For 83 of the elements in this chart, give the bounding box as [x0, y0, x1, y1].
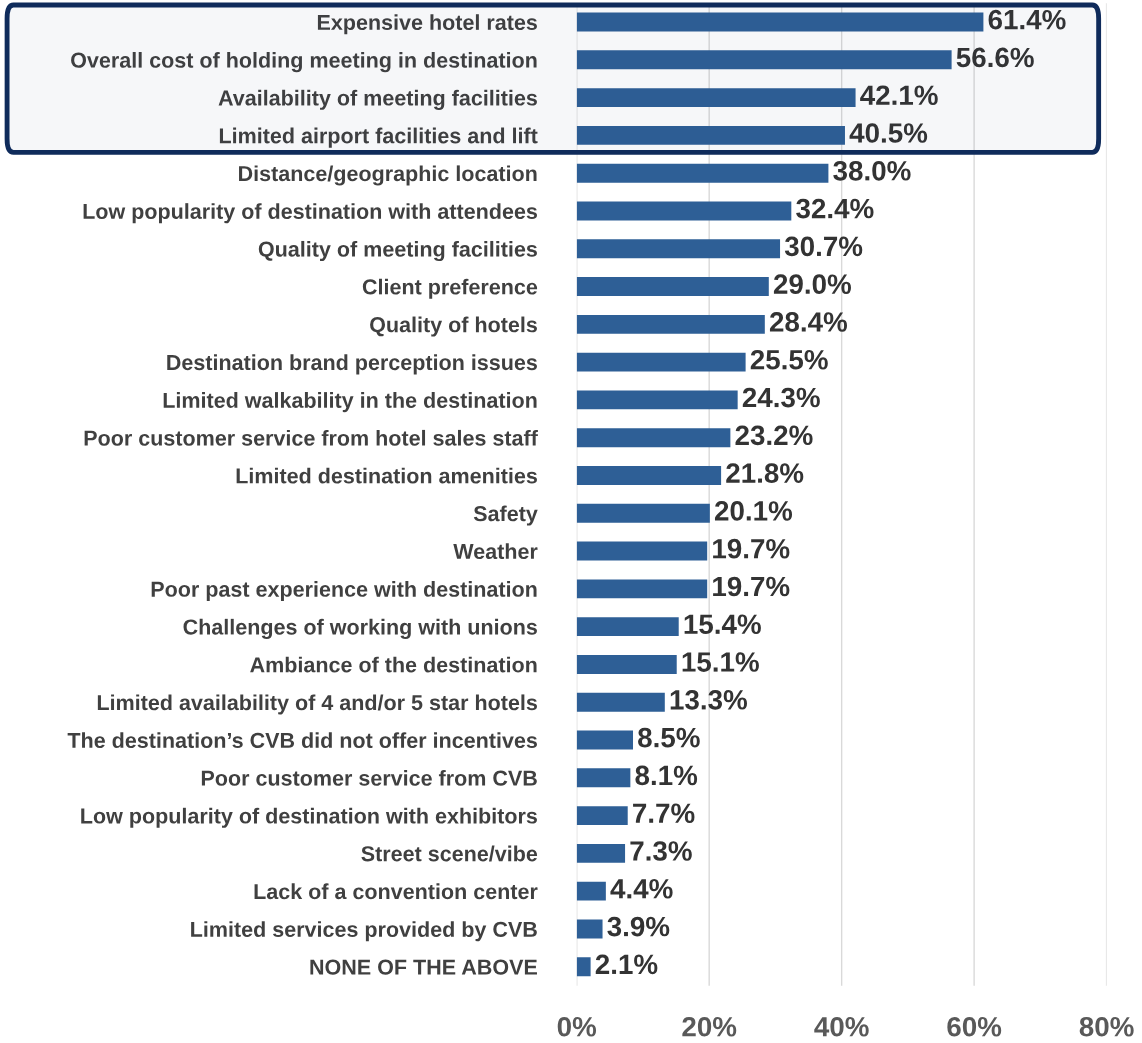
- y-tick-label: Poor past experience with destination: [151, 581, 537, 602]
- bar: [576, 12, 984, 32]
- data-label: 15.1%: [682, 652, 759, 672]
- y-tick-label: Destination brand perception issues: [167, 354, 537, 375]
- data-label: 19.7%: [713, 576, 790, 597]
- data-label: 19.7%: [713, 538, 790, 559]
- y-tick-label: Availability of meeting facilities: [218, 89, 537, 110]
- bar: [576, 201, 792, 221]
- x-tick-label: 0%: [557, 1016, 597, 1037]
- bar: [576, 239, 781, 259]
- bar: [576, 579, 708, 599]
- data-label: 25.5%: [750, 349, 828, 370]
- data-label: 13.3%: [670, 690, 747, 710]
- bar: [576, 466, 722, 485]
- data-label: 7.7%: [633, 803, 695, 823]
- data-label: 40.5%: [849, 123, 928, 143]
- bar: [576, 843, 626, 863]
- y-tick-label: Quality of hotels: [370, 316, 537, 337]
- data-label: 61.4%: [988, 9, 1066, 30]
- data-label: 21.8%: [726, 463, 804, 483]
- y-tick-label: Lack of a convention center: [254, 883, 538, 900]
- data-label: 29.0%: [773, 274, 851, 294]
- y-tick-label: Challenges of working with unions: [183, 618, 537, 639]
- bar: [576, 957, 591, 977]
- y-tick-label: Overall cost of holding meeting in destination: [71, 52, 537, 73]
- bar: [576, 654, 677, 674]
- data-label: 8.5%: [638, 727, 700, 748]
- data-label: 8.1%: [635, 765, 698, 786]
- data-label: 4.4%: [610, 879, 673, 899]
- y-tick-label: NONE OF THE ABOVE: [310, 959, 537, 975]
- bar: [576, 163, 829, 183]
- data-label: 30.7%: [784, 236, 863, 257]
- y-tick-label: Expensive hotel rates: [317, 14, 537, 35]
- data-label: 20.1%: [714, 501, 793, 521]
- y-tick-label: Quality of meeting facilities: [258, 240, 537, 262]
- data-label: 15.4%: [684, 614, 761, 635]
- bar: [576, 768, 631, 788]
- data-label: 28.4%: [769, 312, 848, 332]
- bar: [576, 730, 634, 750]
- bar: [576, 881, 606, 901]
- data-label: 3.9%: [607, 916, 670, 937]
- y-tick-label: Weather: [453, 543, 538, 560]
- data-label: 56.6%: [956, 47, 1034, 68]
- y-tick-label: The destination’s CVB did not offer incentives: [67, 732, 537, 749]
- bar: [576, 314, 765, 334]
- y-tick-label: Limited destination amenities: [236, 467, 537, 484]
- data-label: 42.1%: [860, 85, 938, 105]
- bar: [576, 806, 628, 826]
- bar: [576, 50, 952, 70]
- y-tick-label: Client preference: [362, 278, 538, 299]
- bar: [576, 919, 603, 939]
- y-tick-label: Street scene/vibe: [361, 845, 538, 862]
- y-tick-label: Safety: [473, 505, 538, 526]
- bar: [576, 692, 665, 712]
- data-label: 32.4%: [796, 198, 874, 219]
- y-tick-label: Limited services provided by CVB: [191, 921, 537, 942]
- bar: [576, 541, 708, 561]
- y-tick-label: Limited walkability in the destination: [163, 392, 537, 413]
- y-tick-label: Ambiance of the destination: [250, 656, 537, 673]
- bar: [576, 503, 710, 523]
- bar: [576, 390, 738, 410]
- data-label: 38.0%: [833, 160, 911, 181]
- y-tick-label: Limited availability of 4 and/or 5 star hotels: [97, 694, 537, 715]
- x-tick-label: 20%: [682, 1016, 737, 1037]
- bar: [576, 352, 746, 372]
- x-tick-label: 60%: [947, 1016, 1002, 1037]
- y-tick-label: Poor customer service from hotel sales staff: [84, 429, 538, 446]
- data-label: 24.3%: [742, 387, 820, 408]
- bar: [576, 277, 769, 296]
- data-label: 2.1%: [595, 954, 658, 975]
- data-label: 7.3%: [630, 841, 692, 861]
- bar: [576, 428, 731, 448]
- bar: [576, 617, 679, 637]
- y-tick-label: Limited airport facilities and lift: [219, 127, 538, 148]
- x-tick-label: 40%: [814, 1016, 869, 1037]
- y-tick-label: Poor customer service from CVB: [201, 770, 537, 786]
- bar: [576, 88, 856, 108]
- y-tick-label: Distance/geographic location: [239, 165, 537, 186]
- y-tick-label: Low popularity of destination with attendees: [83, 203, 537, 224]
- data-label: 23.2%: [735, 425, 813, 446]
- bar: [576, 125, 845, 145]
- x-tick-label: 80%: [1079, 1016, 1134, 1037]
- y-tick-label: Low popularity of destination with exhibitors: [81, 807, 537, 828]
